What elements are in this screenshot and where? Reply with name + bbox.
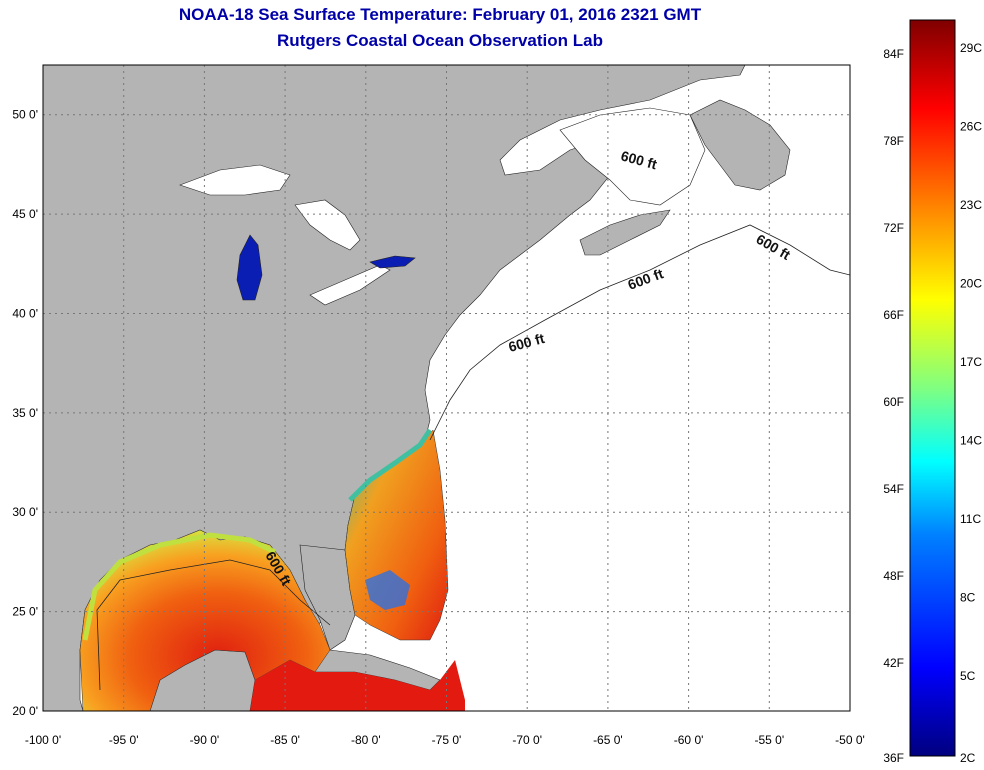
- colorbar-c-label: 11C: [960, 512, 981, 526]
- colorbar-f-label: 42F: [883, 656, 904, 670]
- lon-tick-label: -75 0': [432, 733, 462, 747]
- lake-huron: [294, 199, 361, 251]
- lat-tick-label: 45 0': [12, 207, 38, 221]
- colorbar-f-label: 60F: [883, 395, 904, 409]
- map-title: NOAA-18 Sea Surface Temperature: Februar…: [178, 5, 702, 24]
- lat-tick-label: 40 0': [12, 306, 38, 320]
- lake-erie: [309, 264, 391, 306]
- lat-tick-label: 30 0': [12, 505, 38, 519]
- colorbar-c-label: 14C: [960, 434, 982, 448]
- map-frame: [42, 64, 851, 712]
- lake-michigan: [236, 234, 263, 301]
- lon-tick-label: -100 0': [25, 733, 61, 747]
- sst-coastal-band: [82, 532, 277, 641]
- lon-tick-label: -90 0': [190, 733, 220, 747]
- nova-scotia: [579, 209, 671, 256]
- lat-tick-label: 50 0': [12, 108, 38, 122]
- colorbar-c-label: 26C: [960, 120, 982, 134]
- colorbar: [909, 19, 956, 757]
- colorbar-c-label: 20C: [960, 277, 982, 291]
- colorbar-fahrenheit-labels: 84F 78F 72F 66F 60F 54F 48F 42F 36F: [883, 47, 904, 765]
- lake-ontario: [369, 255, 416, 269]
- map-subtitle: Rutgers Coastal Ocean Observation Lab: [277, 31, 603, 50]
- colorbar-c-label: 17C: [960, 355, 982, 369]
- colorbar-f-label: 72F: [883, 221, 904, 235]
- colorbar-f-label: 66F: [883, 308, 904, 322]
- colorbar-c-label: 2C: [960, 751, 976, 765]
- lon-tick-label: -55 0': [754, 733, 784, 747]
- lake-superior: [179, 164, 291, 196]
- colorbar-f-label: 36F: [883, 751, 904, 765]
- colorbar-celsius-labels: 29C 26C 23C 20C 17C 14C 11C 8C 5C 2C: [960, 41, 982, 765]
- lat-tick-label: 25 0': [12, 605, 38, 619]
- lat-tick-label: 35 0': [12, 406, 38, 420]
- colorbar-f-label: 78F: [883, 134, 904, 148]
- newfoundland: [689, 99, 791, 191]
- sst-bahamas-patch: [365, 570, 410, 610]
- colorbar-c-label: 29C: [960, 41, 982, 55]
- gulf-st-lawrence: [559, 107, 706, 206]
- sst-coastal-band-east: [348, 428, 433, 502]
- colorbar-f-label: 54F: [883, 482, 904, 496]
- depth-contour: [429, 224, 850, 441]
- lon-tick-label: -85 0': [270, 733, 300, 747]
- sst-caribbean: [250, 660, 465, 711]
- lon-tick-label: -65 0': [593, 733, 623, 747]
- colorbar-f-label: 84F: [883, 47, 904, 61]
- graticule: [43, 65, 850, 711]
- depth-contour-gulf: [96, 559, 331, 691]
- colorbar-c-label: 5C: [960, 669, 976, 683]
- lat-tick-label: 20 0': [12, 704, 38, 718]
- longitude-ticks: -100 0' -95 0' -90 0' -85 0' -80 0' -75 0' -70…: [25, 733, 865, 747]
- colorbar-f-label: 48F: [883, 569, 904, 583]
- colorbar-c-label: 8C: [960, 591, 976, 605]
- lon-tick-label: -95 0': [109, 733, 139, 747]
- lon-tick-label: -60 0': [674, 733, 704, 747]
- lon-tick-label: -70 0': [512, 733, 542, 747]
- latitude-ticks: 20 0' 25 0' 30 0' 35 0' 40 0' 45 0' 50 0': [12, 108, 38, 718]
- lon-tick-label: -50 0': [835, 733, 865, 747]
- lon-tick-label: -80 0': [351, 733, 381, 747]
- colorbar-c-label: 23C: [960, 198, 982, 212]
